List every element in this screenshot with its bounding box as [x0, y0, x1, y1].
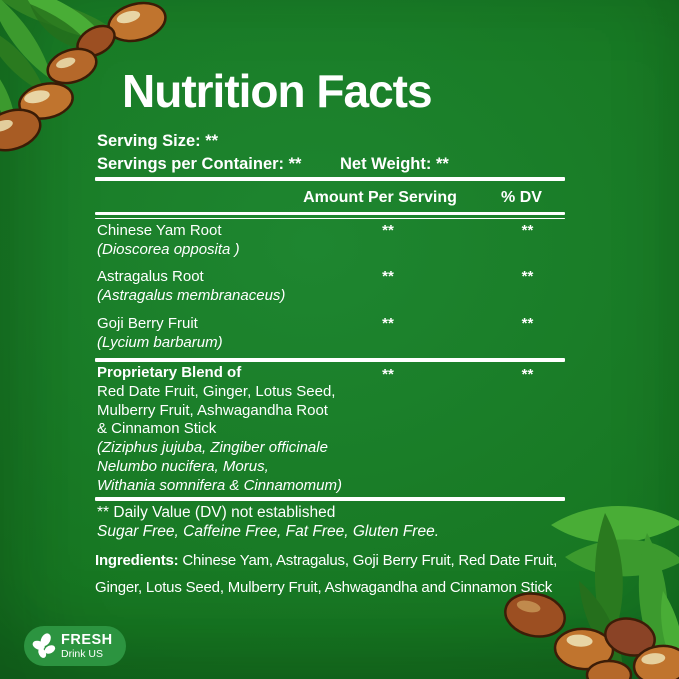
leaves-dates-illustration-bottom-right: [504, 506, 679, 679]
leaves-dates-illustration-top-left: [0, 0, 167, 152]
brand-logo: FRESH Drink US: [24, 626, 126, 666]
ingredients-label: Ingredients:: [95, 552, 179, 569]
ingredient-name: Astragalus Root: [97, 268, 204, 285]
ingredients-line2: Ginger, Lotus Seed, Mulberry Fruit, Ashw…: [95, 578, 553, 596]
amount-value: **: [382, 366, 394, 383]
page-title: Nutrition Facts: [122, 65, 433, 117]
free-claims-text: Sugar Free, Caffeine Free, Fat Free, Glu…: [97, 523, 440, 540]
amount-value: **: [382, 268, 394, 285]
table-row: Astragalus Root (Astragalus membranaceus…: [97, 267, 285, 305]
table-row: Goji Berry Fruit (Lycium barbarum): [97, 314, 223, 352]
blend-latin-line: Withania somnifera & Cinnamomum): [97, 476, 342, 494]
blend-components-line: Mulberry Fruit, Ashwagandha Root: [97, 401, 328, 419]
divider-thick-bottom: [95, 497, 565, 501]
ingredients-line1: Chinese Yam, Astragalus, Goji Berry Frui…: [182, 552, 558, 569]
divider-double-lower: [95, 217, 565, 219]
brand-subtitle: Drink US: [61, 647, 104, 660]
amount-value: **: [382, 222, 394, 239]
blend-components-line: Red Date Fruit, Ginger, Lotus Seed,: [97, 382, 336, 400]
net-weight-text: Net Weight: **: [340, 155, 449, 173]
table-row: Chinese Yam Root (Dioscorea opposita ): [97, 221, 240, 259]
dv-value: **: [521, 315, 534, 332]
divider-thick-top: [95, 177, 565, 181]
brand-name: FRESH: [61, 632, 113, 648]
ingredient-latin-name: (Astragalus membranaceus): [97, 287, 286, 304]
leaves: [0, 0, 114, 134]
amount-value: **: [382, 315, 394, 332]
dv-footnote: ** Daily Value (DV) not established: [97, 504, 336, 521]
proprietary-blend-block: Proprietary Blend of Red Date Fruit, Gin…: [97, 364, 342, 496]
blend-latin-line: Nelumbo nucifera, Morus,: [97, 457, 269, 475]
column-header-amount-per-serving: Amount Per Serving: [303, 189, 457, 206]
dv-value: **: [521, 366, 534, 383]
serving-size-text: Serving Size: **: [97, 132, 219, 150]
ingredient-name: Chinese Yam Root: [97, 222, 222, 239]
brand-logo-text: FRESH Drink US: [61, 633, 113, 659]
ingredient-latin-name: (Lycium barbarum): [97, 334, 223, 351]
ingredient-name: Goji Berry Fruit: [97, 315, 198, 332]
dates: [0, 1, 167, 152]
dates: [504, 592, 679, 679]
blend-components-line: & Cinnamon Stick: [97, 420, 217, 438]
column-header-percent-dv: % DV: [501, 189, 542, 206]
leaf-clover-icon: [32, 633, 56, 658]
ingredient-latin-name: (Dioscorea opposita ): [97, 241, 240, 258]
divider-thick-middle: [95, 358, 565, 362]
dv-value: **: [521, 222, 534, 239]
ingredients-block: Ingredients: Chinese Yam, Astragalus, Go…: [95, 548, 557, 601]
divider-double-upper: [95, 212, 565, 215]
dv-value: **: [521, 268, 534, 285]
blend-latin-line: (Ziziphus jujuba, Zingiber officinale: [97, 439, 328, 457]
blend-title: Proprietary Blend of: [97, 364, 242, 381]
servings-per-container-text: Servings per Container: **: [97, 155, 302, 173]
